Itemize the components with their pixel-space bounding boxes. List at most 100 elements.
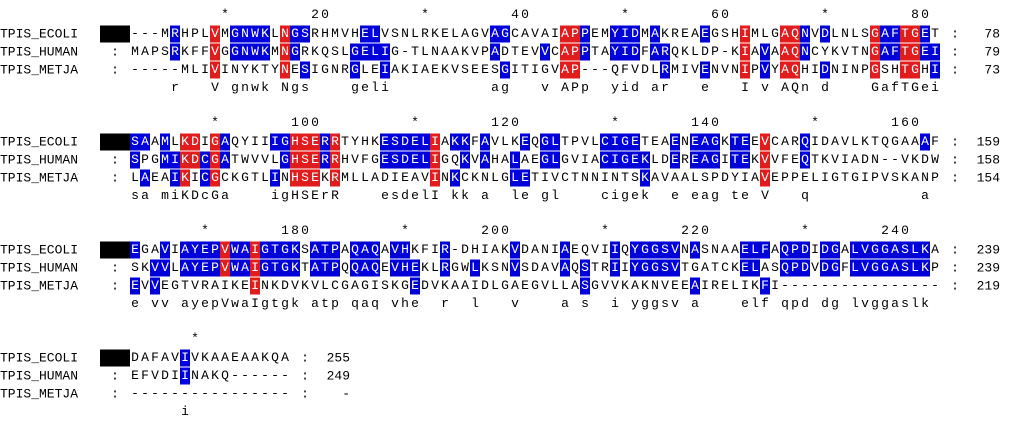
residue-shade <box>400 259 410 277</box>
residue-shade <box>410 133 420 151</box>
residue-shade <box>780 241 790 259</box>
residue-shade <box>920 259 930 277</box>
residue-shade <box>850 259 860 277</box>
residue-shade <box>870 61 880 79</box>
residue-shade <box>620 43 630 61</box>
residue-shade <box>610 151 620 169</box>
residue-shade <box>630 133 640 151</box>
residue-shade <box>630 25 640 43</box>
residue-count: 239 <box>977 260 1000 275</box>
residue-shade <box>880 25 890 43</box>
residue-shade <box>320 151 330 169</box>
name-marker <box>100 25 130 43</box>
sequence-name: TPIS_ECOLI <box>0 242 78 257</box>
residue-shade <box>370 259 380 277</box>
residue-shade <box>630 43 640 61</box>
residue-shade <box>510 259 520 277</box>
residue-shade <box>300 25 310 43</box>
residue-shade <box>740 43 750 61</box>
residue-shade <box>190 241 200 259</box>
residue-shade <box>290 151 300 169</box>
residue-shade <box>320 133 330 151</box>
residue-shade <box>210 25 220 43</box>
residue-shade <box>780 43 790 61</box>
residue-shade <box>830 259 840 277</box>
residue-shade <box>490 43 500 61</box>
residue-shade <box>250 259 260 277</box>
sequence-name: TPIS_ECOLI <box>0 26 78 41</box>
residue-shade <box>240 241 250 259</box>
residue-shade <box>270 169 280 187</box>
residue-shade <box>870 43 880 61</box>
residue-shade <box>130 241 140 259</box>
residue-shade <box>670 151 680 169</box>
residue-shade <box>150 277 160 295</box>
residue-count: 78 <box>984 26 1000 41</box>
residue-shade <box>880 43 890 61</box>
residue-shade <box>290 241 300 259</box>
residue-shade <box>600 133 610 151</box>
residue-shade <box>760 169 770 187</box>
residue-shade <box>360 259 370 277</box>
residue-shade <box>210 241 220 259</box>
residue-shade <box>280 133 290 151</box>
residue-shade <box>180 133 190 151</box>
residue-shade <box>550 133 560 151</box>
residue-shade <box>350 241 360 259</box>
residue-shade <box>350 61 360 79</box>
residue-shade <box>510 241 520 259</box>
residue-shade <box>260 43 270 61</box>
residue-shade <box>690 241 700 259</box>
residue-shade <box>920 241 930 259</box>
residue-shade <box>460 151 470 169</box>
residue-shade <box>900 241 910 259</box>
residue-shade <box>790 241 800 259</box>
residue-shade <box>520 133 530 151</box>
residue-shade <box>700 151 710 169</box>
residue-shade <box>280 151 290 169</box>
sequence-name: TPIS_HUMAN <box>0 152 78 167</box>
residue-shade <box>200 151 210 169</box>
residue-shade <box>740 259 750 277</box>
residue-shade <box>610 43 620 61</box>
residue-shade <box>650 43 660 61</box>
residue-shade <box>790 25 800 43</box>
residue-shade <box>160 241 170 259</box>
name-marker <box>100 241 130 259</box>
residue-count: 73 <box>984 62 1000 77</box>
separator: : <box>111 26 119 41</box>
residue-shade <box>210 61 220 79</box>
residue-shade <box>380 43 390 61</box>
residue-shade <box>570 43 580 61</box>
residue-shade <box>580 25 590 43</box>
residue-shade <box>250 241 260 259</box>
residue-shade <box>210 259 220 277</box>
residue-shade <box>200 169 210 187</box>
residue-shade <box>160 151 170 169</box>
residue-shade <box>900 25 910 43</box>
separator: : <box>951 242 959 257</box>
separator: : <box>111 278 119 293</box>
residue-shade <box>660 61 670 79</box>
residue-shade <box>190 259 200 277</box>
residue-shade <box>280 241 290 259</box>
sequence-name: TPIS_METJA <box>0 278 78 293</box>
residue-shade <box>370 43 380 61</box>
residue-shade <box>750 259 760 277</box>
residue-shade <box>190 151 200 169</box>
residue-shade <box>400 133 410 151</box>
residue-shade <box>930 61 940 79</box>
residue-shade <box>250 43 260 61</box>
separator: : <box>951 260 959 275</box>
residue-shade <box>320 241 330 259</box>
residue-shade <box>630 151 640 169</box>
residue-shade <box>310 241 320 259</box>
residue-shade <box>740 25 750 43</box>
residue-shade <box>580 43 590 61</box>
residue-shade <box>290 25 300 43</box>
